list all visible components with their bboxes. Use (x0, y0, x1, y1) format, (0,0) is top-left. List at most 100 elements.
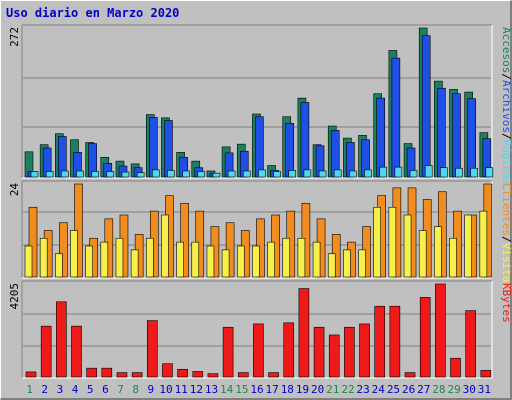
bar-kbytes-day-18 (283, 322, 295, 378)
x-tick-label-28: 28 (432, 383, 445, 396)
x-tick-label-25: 25 (387, 383, 400, 396)
bar-kbytes-day-7 (116, 372, 128, 378)
bar-archivos-day-28 (437, 87, 446, 178)
x-tick-label-29: 29 (447, 383, 460, 396)
bar-clientes-day-20 (312, 241, 321, 278)
x-tick-label-13: 13 (205, 383, 218, 396)
bar-paginas-day-3 (61, 170, 69, 178)
bar-kbytes-day-26 (404, 372, 416, 378)
x-tick-label-30: 30 (463, 383, 476, 396)
bar-visitas-day-11 (180, 203, 189, 278)
x-tick-label-17: 17 (266, 383, 279, 396)
bar-paginas-day-24 (379, 166, 388, 178)
bar-archivos-day-30 (467, 98, 476, 178)
bar-paginas-day-4 (76, 170, 84, 178)
bar-paginas-day-5 (91, 171, 99, 178)
bar-kbytes-day-25 (389, 305, 401, 378)
bar-paginas-day-9 (151, 169, 160, 178)
bar-paginas-day-27 (424, 165, 433, 178)
bar-clientes-day-31 (479, 210, 488, 278)
x-tick-label-26: 26 (402, 383, 415, 396)
x-tick-label-18: 18 (281, 383, 294, 396)
bar-kbytes-day-11 (177, 368, 188, 378)
bar-clientes-day-6 (100, 241, 109, 278)
x-tick-label-15: 15 (235, 383, 248, 396)
x-tick-label-31: 31 (478, 383, 491, 396)
legend-item-bottom-0: KBytes (500, 283, 512, 323)
x-tick-label-27: 27 (417, 383, 430, 396)
bar-clientes-day-3 (55, 253, 63, 278)
bar-archivos-day-29 (452, 93, 461, 178)
bar-paginas-day-21 (333, 169, 342, 178)
x-tick-label-11: 11 (175, 383, 188, 396)
bar-archivos-day-16 (255, 116, 264, 178)
bar-clientes-day-2 (39, 237, 48, 278)
bar-kbytes-day-23 (359, 323, 370, 378)
x-tick-label-22: 22 (341, 383, 354, 396)
x-tick-label-6: 6 (102, 383, 109, 396)
x-tick-label-12: 12 (190, 383, 203, 396)
x-tick-label-14: 14 (220, 383, 234, 396)
bar-clientes-day-8 (130, 249, 139, 278)
x-tick-label-19: 19 (296, 383, 309, 396)
bar-clientes-day-21 (327, 253, 336, 278)
bar-clientes-day-19 (297, 237, 306, 278)
y-max-label-middle: 24 (8, 183, 21, 197)
bar-clientes-day-16 (252, 245, 260, 278)
x-tick-label-20: 20 (311, 383, 324, 396)
bar-kbytes-day-9 (146, 320, 158, 378)
bar-paginas-day-7 (121, 171, 130, 178)
bar-paginas-day-13 (212, 172, 221, 178)
y-max-label-top: 272 (8, 27, 21, 47)
bar-clientes-day-13 (206, 245, 215, 278)
bar-clientes-day-1 (24, 245, 33, 278)
bar-paginas-day-10 (167, 170, 175, 178)
x-tick-label-1: 1 (26, 383, 33, 396)
bar-kbytes-day-8 (131, 372, 143, 378)
bar-clientes-day-23 (358, 249, 366, 278)
bar-kbytes-day-4 (71, 325, 82, 378)
bar-kbytes-day-13 (207, 373, 219, 378)
legend-top: Accesos/Archivos/Páginas (500, 27, 512, 186)
bar-kbytes-day-12 (192, 371, 204, 378)
bar-paginas-day-6 (106, 171, 115, 178)
bar-clientes-day-30 (464, 214, 472, 278)
x-tick-label-8: 8 (132, 383, 139, 396)
legend-item-top-3: / (500, 133, 512, 140)
bar-kbytes-day-21 (328, 334, 340, 378)
bar-paginas-day-18 (288, 170, 297, 178)
bar-paginas-day-16 (258, 169, 266, 178)
bar-clientes-day-11 (176, 241, 184, 278)
y-max-label-bottom: 4205 (8, 283, 21, 310)
bar-paginas-day-14 (227, 170, 236, 178)
bar-kbytes-day-17 (268, 372, 279, 378)
legend-item-top-1: / (500, 73, 512, 80)
x-tick-label-4: 4 (72, 383, 79, 396)
legend-item-middle-1: / (500, 236, 512, 243)
bar-paginas-day-26 (409, 170, 418, 178)
bar-kbytes-day-1 (25, 371, 37, 378)
legend-item-top-0: Accesos (500, 27, 512, 73)
bar-kbytes-day-3 (56, 301, 67, 378)
legend-item-middle-0: Clientes (500, 183, 512, 236)
bar-kbytes-day-31 (480, 370, 492, 378)
bar-archivos-day-24 (376, 97, 386, 178)
bar-clientes-day-22 (343, 249, 351, 278)
bar-clientes-day-12 (191, 241, 200, 278)
bar-clientes-day-24 (373, 206, 382, 278)
bar-archivos-day-18 (285, 123, 295, 178)
bar-clientes-day-10 (161, 214, 169, 278)
legend-item-top-4: Páginas (500, 140, 512, 186)
bar-kbytes-day-5 (86, 367, 97, 378)
bar-kbytes-day-28 (435, 283, 446, 378)
bar-paginas-day-20 (318, 170, 327, 178)
bar-paginas-day-29 (455, 167, 463, 178)
bar-visitas-day-1 (28, 206, 38, 278)
bar-clientes-day-27 (418, 230, 427, 278)
legend-bottom: KBytes (500, 283, 512, 323)
bar-paginas-day-28 (440, 167, 448, 178)
x-tick-label-5: 5 (87, 383, 94, 396)
bar-kbytes-day-29 (450, 357, 461, 378)
bar-paginas-day-25 (394, 166, 403, 178)
